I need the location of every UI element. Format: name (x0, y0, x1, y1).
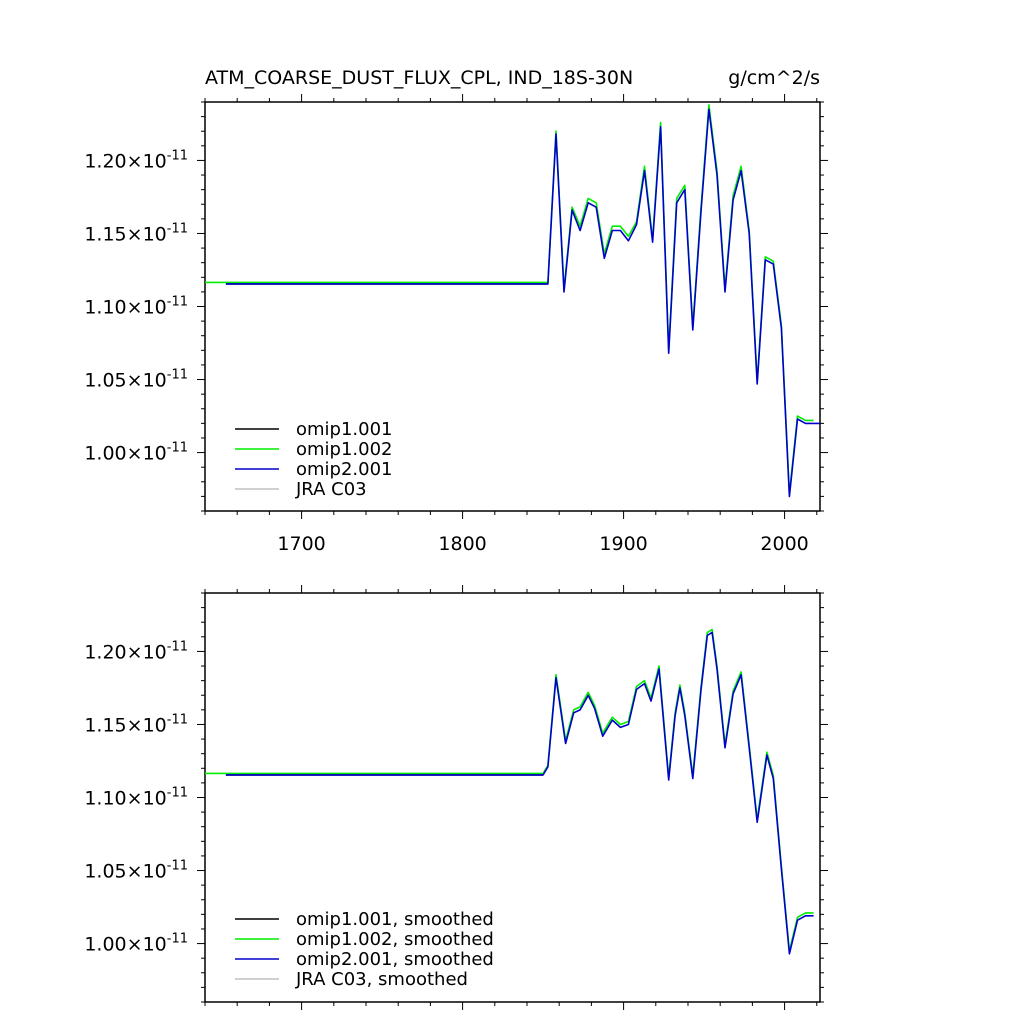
legend-label: omip1.002 (296, 439, 393, 460)
y-tick-label: 1.15×10-11 (84, 221, 188, 245)
y-tick-label: 1.20×10-11 (84, 639, 188, 663)
legend-label: omip1.002, smoothed (296, 929, 494, 950)
x-tick-label: 2000 (760, 533, 808, 555)
legend-label: omip2.001, smoothed (296, 949, 494, 970)
y-tick-label: 1.10×10-11 (84, 295, 188, 319)
y-tick-label: 1.00×10-11 (84, 932, 188, 956)
panel-bottom: 1.00×10-11 1.05×10-11 1.10×10-11 1.15×10-11… (84, 585, 828, 1010)
x-tick-label: 1700 (277, 533, 325, 555)
series-lines (205, 628, 814, 955)
y-tick-label: 1.20×10-11 (84, 148, 188, 172)
legend-label: JRA C03, smoothed (295, 969, 468, 990)
axis-ticks (197, 94, 828, 519)
y-tick-label: 1.05×10-11 (84, 859, 188, 883)
legend-label: JRA C03 (295, 479, 367, 500)
y-tick-labels: 1.00×10-11 1.05×10-11 1.10×10-11 1.15×10-11… (84, 639, 188, 955)
panel-top: ATM_COARSE_DUST_FLUX_CPL, IND_18S-30N g/… (84, 67, 828, 555)
y-tick-label: 1.15×10-11 (84, 712, 188, 736)
series-lines (205, 104, 820, 498)
series-line (225, 631, 814, 955)
y-tick-label: 1.05×10-11 (84, 368, 188, 392)
chart-title: ATM_COARSE_DUST_FLUX_CPL, IND_18S-30N (205, 67, 633, 89)
x-tick-labels: 1700 1800 1900 2000 (277, 533, 808, 555)
axis-ticks (197, 585, 828, 1010)
legend-label: omip1.001 (296, 419, 393, 440)
legend-label: omip2.001 (296, 459, 393, 480)
legend-label: omip1.001, smoothed (296, 909, 494, 930)
x-tick-label: 1900 (599, 533, 647, 555)
y-tick-label: 1.10×10-11 (84, 786, 188, 810)
y-tick-label: 1.00×10-11 (84, 441, 188, 465)
x-tick-label: 1800 (438, 533, 486, 555)
y-tick-labels: 1.00×10-11 1.05×10-11 1.10×10-11 1.15×10-11… (84, 148, 188, 464)
chart-units: g/cm^2/s (728, 67, 820, 89)
series-line (205, 104, 814, 495)
series-line (225, 108, 820, 498)
